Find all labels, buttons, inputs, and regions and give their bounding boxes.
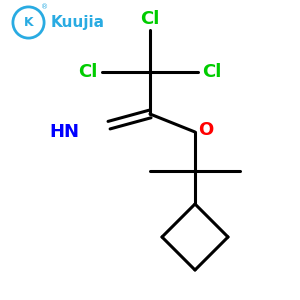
Text: Cl: Cl	[140, 11, 160, 28]
Text: Cl: Cl	[78, 63, 98, 81]
Text: ®: ®	[41, 4, 48, 10]
Text: O: O	[198, 122, 213, 140]
Text: Cl: Cl	[202, 63, 222, 81]
Text: Kuujia: Kuujia	[51, 15, 105, 30]
Text: HN: HN	[50, 123, 80, 141]
Text: K: K	[24, 16, 33, 29]
